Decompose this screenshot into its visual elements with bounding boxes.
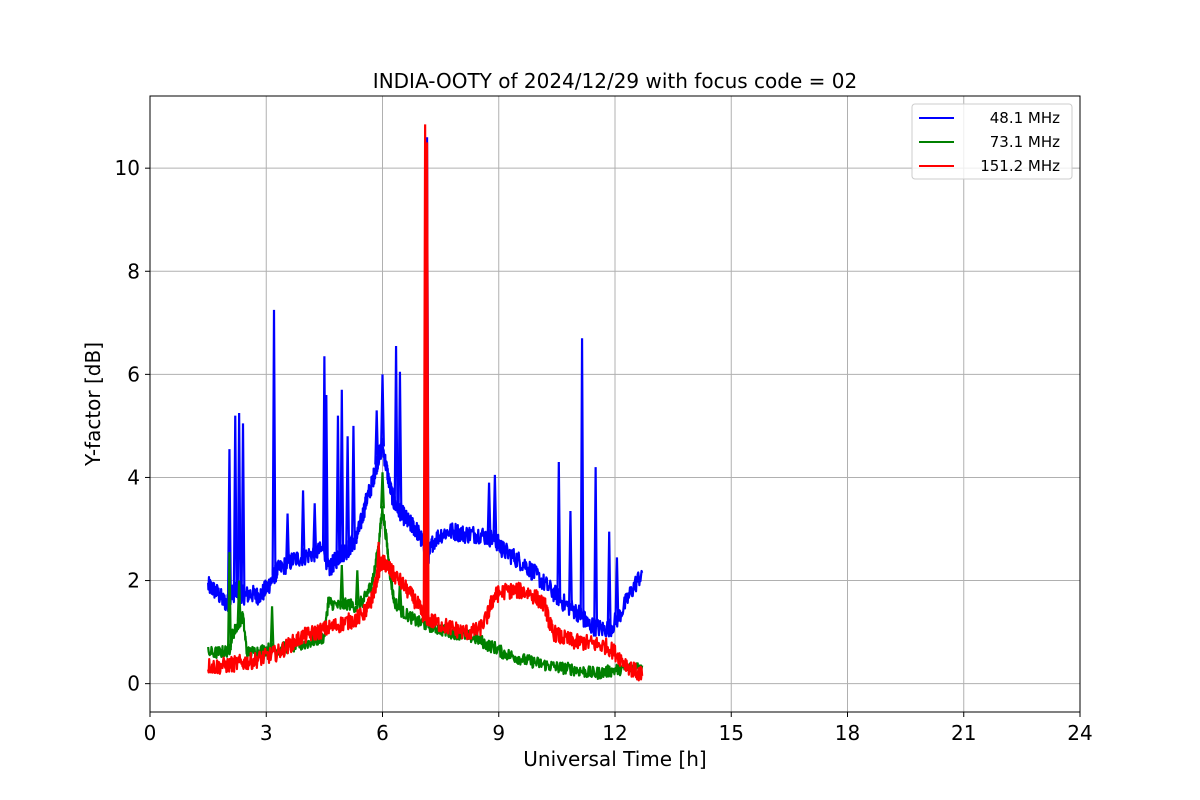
series-spike: [393, 346, 399, 506]
series-spike: [593, 467, 599, 627]
y-tick-label: 4: [127, 465, 140, 489]
y-tick-label: 8: [127, 259, 140, 283]
y-tick-label: 0: [127, 672, 140, 696]
series-spike: [226, 552, 232, 651]
series-line: [207, 437, 644, 638]
series-group: [207, 124, 644, 682]
legend: 48.1 MHz 73.1 MHz 151.2 MHz: [911, 103, 1073, 180]
legend-label: 48.1 MHz: [990, 109, 1060, 127]
x-tick-label: 9: [492, 721, 505, 745]
x-tick-label: 6: [376, 721, 389, 745]
series-spike: [380, 472, 385, 509]
legend-label: 73.1 MHz: [990, 133, 1060, 151]
series-spike: [350, 425, 356, 542]
series-spike: [232, 415, 238, 593]
series-spike: [335, 415, 341, 558]
x-axis-label: Universal Time [h]: [523, 747, 706, 771]
x-tick-label: 18: [835, 721, 860, 745]
series-line: [207, 554, 644, 682]
series-spike: [240, 423, 246, 595]
series-spike: [226, 449, 232, 597]
series-spike: [323, 394, 329, 560]
series-spike: [339, 389, 345, 554]
x-axis-ticks: 0 3 6 9 12 15 18 21 24: [144, 712, 1093, 745]
series-spike: [300, 490, 306, 557]
y-axis-label: Y-factor [dB]: [81, 342, 105, 467]
series-spike: [397, 371, 403, 511]
legend-label: 151.2 MHz: [980, 157, 1060, 175]
series-spike: [339, 565, 345, 606]
series-spike: [606, 531, 612, 628]
series-spike: [312, 503, 318, 553]
series-spike: [579, 338, 585, 617]
series-spike: [271, 309, 277, 576]
chart-title: INDIA-OOTY of 2024/12/29 with focus code…: [373, 69, 857, 93]
x-tick-label: 3: [260, 721, 273, 745]
series-spike: [492, 474, 498, 540]
series-spike: [424, 142, 430, 618]
y-tick-label: 10: [115, 156, 140, 180]
x-tick-label: 21: [951, 721, 976, 745]
legend-box: [911, 103, 1073, 180]
plot-area: [207, 124, 644, 682]
x-tick-label: 15: [719, 721, 744, 745]
y-tick-label: 2: [127, 569, 140, 593]
x-tick-label: 0: [144, 721, 157, 745]
series-spike: [345, 436, 351, 550]
series-layer: [207, 124, 644, 682]
series-spike: [556, 461, 562, 598]
series-spike: [269, 606, 275, 650]
x-tick-label: 24: [1067, 721, 1092, 745]
series-spike: [614, 557, 620, 620]
series-spike: [236, 580, 242, 622]
x-tick-label: 12: [602, 721, 627, 745]
series-spike: [354, 570, 360, 606]
series-spike: [567, 510, 573, 608]
y-tick-label: 6: [127, 362, 140, 386]
series-spike: [374, 410, 380, 465]
y-axis-ticks: 0 2 4 6 8 10: [115, 156, 150, 696]
series-spike: [486, 482, 492, 538]
series-spike: [380, 374, 385, 447]
series-spike: [376, 541, 382, 571]
series-spike: [236, 413, 242, 593]
series-spike: [285, 513, 291, 564]
